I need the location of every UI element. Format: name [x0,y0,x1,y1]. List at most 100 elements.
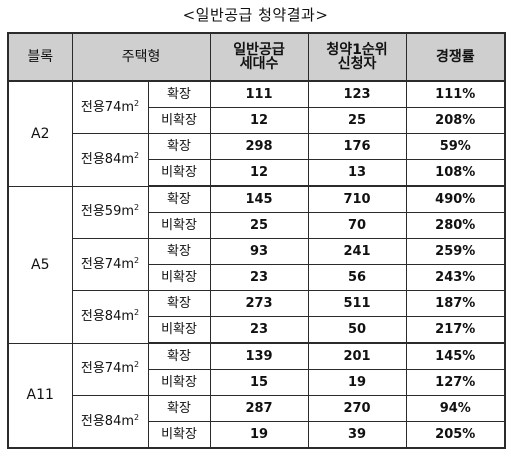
area-unit-superscript: 2 [134,98,140,108]
type-cell: 비확장 [147,107,211,134]
table-header-row: 블록 주택형 일반공급 세대수 청약1순위 신청자 경쟁률 [7,32,506,82]
header-households-line2: 세대수 [239,56,279,72]
ratio-cell: 111% [405,80,506,108]
area-prefix: 전용 [80,151,105,167]
type-cell: 비확장 [147,369,211,396]
ratio-cell: 145% [405,342,506,370]
table-row: 전용84m2 확장 298 176 59% [8,133,506,187]
header-applicants-line1: 청약1순위 [326,42,388,58]
ratio-cell: 208% [405,107,506,134]
applicants-cell: 19 [307,369,407,396]
ratio-cell: 280% [405,212,506,239]
applicants-cell: 710 [307,185,407,213]
type-cell: 비확장 [147,421,211,449]
households-cell: 19 [209,421,309,449]
ratio-cell: 490% [405,185,506,213]
table-row: 비확장 23 56 243% [8,264,506,291]
block-cell: A2 [7,80,73,187]
ratio-cell: 243% [405,264,506,291]
type-cell: 비확장 [147,264,211,291]
header-housing-type: 주택형 [71,32,211,82]
table-row: A5 전용59m2 확장 145 710 490% [7,185,506,344]
area-unit: m [121,413,135,429]
area-prefix: 전용 [80,413,105,429]
type-cell: 확장 [147,238,211,265]
applicants-cell: 270 [307,395,407,422]
area-unit-superscript: 2 [134,203,140,213]
households-cell: 287 [209,395,309,422]
header-block: 블록 [7,32,73,82]
area-value: 84 [104,413,122,429]
header-applicants: 청약1순위 신청자 [307,32,407,82]
households-cell: 25 [209,212,309,239]
households-cell: 111 [209,80,309,108]
page-title: <일반공급 청약결과> [182,6,329,24]
applicants-cell: 201 [307,342,407,370]
table-row: A2 전용74m2 확장 111 123 111% [7,80,506,187]
type-cell: 비확장 [147,159,211,187]
area-unit: m [121,361,135,377]
area-cell: 전용74m2 [71,80,149,134]
households-cell: 12 [209,159,309,187]
households-cell: 145 [209,185,309,213]
type-cell: 비확장 [147,212,211,239]
households-cell: 273 [209,290,309,317]
area-cell: 전용84m2 [71,133,149,187]
area-value: 74 [104,99,122,115]
area-unit: m [121,308,135,324]
applicants-cell: 50 [307,316,407,344]
ratio-cell: 205% [405,421,506,449]
applicants-cell: 25 [307,107,407,134]
table-row: 비확장 23 50 217% [8,316,506,344]
table-row: 전용74m2 확장 93 241 259% [8,238,506,291]
ratio-cell: 108% [405,159,506,187]
households-cell: 23 [209,264,309,291]
ratio-cell: 187% [405,290,506,317]
ratio-cell: 94% [405,395,506,422]
area-prefix: 전용 [80,361,105,377]
households-cell: 139 [209,342,309,370]
header-households-line1: 일반공급 [233,42,285,58]
households-cell: 298 [209,133,309,160]
type-cell: 확장 [147,185,211,213]
ratio-cell: 259% [405,238,506,265]
applicants-cell: 56 [307,264,407,291]
households-cell: 12 [209,107,309,134]
households-cell: 23 [209,316,309,344]
block-cell: A5 [7,185,73,344]
type-cell: 비확장 [147,316,211,344]
area-unit-superscript: 2 [134,150,140,160]
applicants-cell: 241 [307,238,407,265]
area-value: 74 [104,361,122,377]
area-cell: 전용74m2 [71,342,149,396]
area-prefix: 전용 [80,256,105,272]
area-cell: 전용59m2 [71,185,149,239]
table-row: A11 전용74m2 확장 139 201 145% [7,342,506,449]
area-cell: 전용84m2 [71,395,149,449]
households-cell: 93 [209,238,309,265]
ratio-cell: 59% [405,133,506,160]
table-row: 비확장 12 25 208% [8,107,506,134]
ratio-cell: 217% [405,316,506,344]
area-unit-superscript: 2 [134,255,140,265]
subscription-results-table: 블록 주택형 일반공급 세대수 청약1순위 신청자 경쟁률 A2 전용74m2 확장… [7,32,507,449]
area-value: 59 [104,204,122,220]
area-unit-superscript: 2 [134,412,140,422]
type-cell: 확장 [147,395,211,422]
households-cell: 15 [209,369,309,396]
applicants-cell: 39 [307,421,407,449]
applicants-cell: 70 [307,212,407,239]
table-row: 비확장 19 39 205% [8,421,506,449]
table-row: 전용84m2 확장 287 270 94% [8,395,506,449]
applicants-cell: 511 [307,290,407,317]
header-applicants-line2: 신청자 [337,56,377,72]
table-row: 전용84m2 확장 273 511 187% [8,290,506,344]
header-households: 일반공급 세대수 [209,32,309,82]
table-row: 비확장 25 70 280% [8,212,506,239]
area-prefix: 전용 [80,308,105,324]
type-cell: 확장 [147,290,211,317]
applicants-cell: 13 [307,159,407,187]
applicants-cell: 123 [307,80,407,108]
area-cell: 전용74m2 [71,238,149,291]
area-prefix: 전용 [80,204,105,220]
